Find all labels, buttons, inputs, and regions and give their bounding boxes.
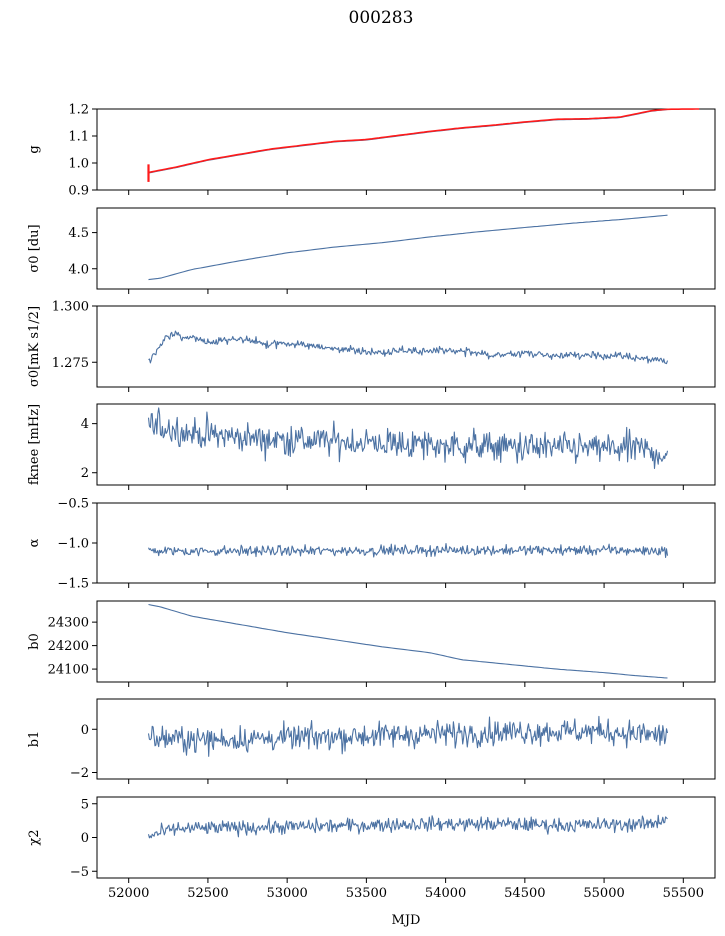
panel-frame xyxy=(96,796,716,879)
y-tick-label: 24100 xyxy=(48,663,89,678)
y-tick-label: 0 xyxy=(81,723,89,738)
series-line-1 xyxy=(147,814,668,839)
y-axis-label: σ0[mK s1/2] xyxy=(27,306,42,387)
y-axis-label: b0 xyxy=(27,633,42,650)
panel-2: 4.0 4.5 σ0 [du] xyxy=(27,207,716,294)
figure-title: 000283 xyxy=(349,8,414,28)
series-line-1 xyxy=(148,543,669,559)
y-tick-label: 24200 xyxy=(48,639,89,654)
panels: 0.9 1.0 1.1 1.2 g 4.0 4.5 σ0 [du] 1.275 1.300 σ0[m… xyxy=(27,103,716,901)
y-tick-label: 4.0 xyxy=(68,262,89,277)
panel-frame xyxy=(96,600,716,683)
x-tick-label: 54500 xyxy=(504,886,545,901)
y-tick-label: 1.275 xyxy=(52,356,89,371)
y-tick-label: 4 xyxy=(81,417,89,432)
y-tick-label: −0.5 xyxy=(57,497,89,512)
series-line-1 xyxy=(147,715,669,757)
series-line-1 xyxy=(148,603,668,679)
panel-frame xyxy=(96,305,716,388)
series-line-1 xyxy=(147,407,669,470)
x-axis-label: MJD xyxy=(392,913,421,928)
y-tick-label: 1.2 xyxy=(68,103,89,118)
x-tick-label: 55000 xyxy=(583,886,624,901)
y-axis-label: χ2 xyxy=(27,829,42,845)
y-tick-label: 24300 xyxy=(48,616,89,631)
y-axis-label: g xyxy=(27,145,42,153)
x-tick-label: 53500 xyxy=(346,886,387,901)
panel-frame xyxy=(96,502,716,584)
y-tick-label: 0 xyxy=(81,831,89,846)
series-line-2 xyxy=(148,108,700,174)
series-line-1 xyxy=(148,330,669,365)
panel-frame xyxy=(96,403,716,486)
y-tick-label: −5 xyxy=(70,865,89,880)
panel-4: 2 4 fknee [mHz] xyxy=(27,403,716,490)
panel-frame xyxy=(96,108,716,191)
x-tick-label: 55500 xyxy=(663,886,704,901)
y-axis-label: fknee [mHz] xyxy=(27,404,42,485)
y-tick-label: 1.1 xyxy=(68,130,89,145)
x-tick-label: 53000 xyxy=(266,886,307,901)
y-tick-label: 5 xyxy=(81,797,89,812)
panel-8: −5 0 5 52000 52500 53000 53500 54000 54500 55000 5… xyxy=(27,796,716,901)
panel-7: −2 0 b1 xyxy=(27,698,716,784)
panel-3: 1.275 1.300 σ0[mK s1/2] xyxy=(27,300,716,392)
y-axis-label: α xyxy=(27,538,42,547)
y-axis-label: b1 xyxy=(27,731,42,748)
x-tick-label: 54000 xyxy=(425,886,466,901)
panel-frame xyxy=(96,207,716,290)
y-tick-label: 4.5 xyxy=(68,226,89,241)
y-tick-label: 1.300 xyxy=(52,300,89,315)
series-line-1 xyxy=(148,214,668,281)
y-tick-label: −1.5 xyxy=(57,577,89,592)
panel-1: 0.9 1.0 1.1 1.2 g xyxy=(27,103,716,199)
y-tick-label: −1.0 xyxy=(57,537,89,552)
x-tick-label: 52500 xyxy=(187,886,228,901)
y-tick-label: 2 xyxy=(81,466,89,481)
y-axis-label: σ0 [du] xyxy=(27,224,42,272)
y-tick-label: −2 xyxy=(70,766,89,781)
panel-5: −1.5 −1.0 −0.5 α xyxy=(27,497,716,592)
x-tick-label: 52000 xyxy=(108,886,149,901)
y-tick-label: 1.0 xyxy=(68,157,89,172)
panel-6: 24100 24200 24300 b0 xyxy=(27,600,716,687)
panel-frame xyxy=(96,698,716,780)
y-tick-label: 0.9 xyxy=(68,184,89,199)
